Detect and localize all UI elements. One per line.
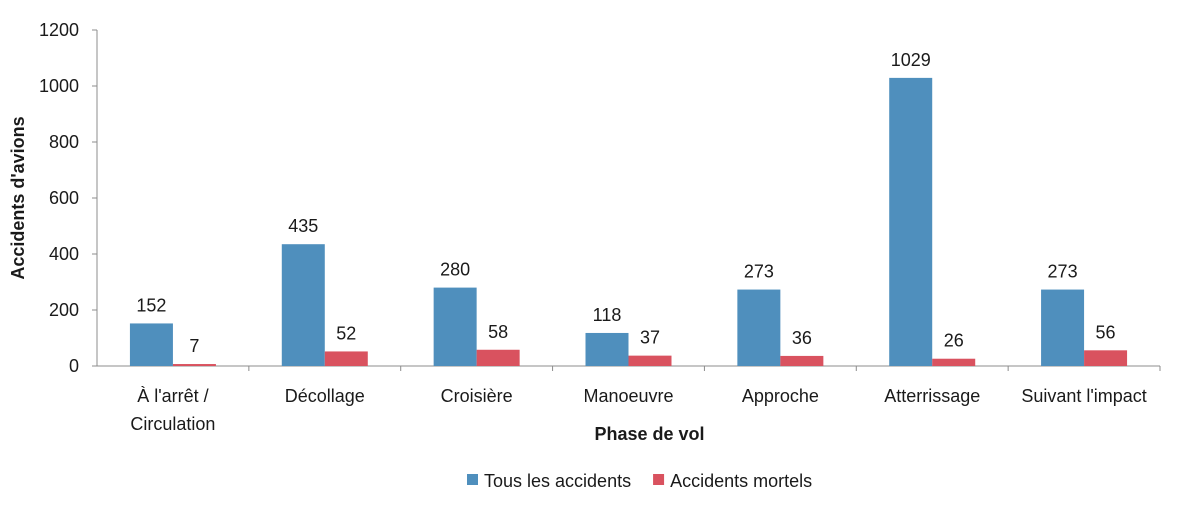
x-axis-title: Phase de vol — [594, 424, 704, 444]
x-tick-label: Circulation — [130, 414, 215, 434]
y-tick-label: 400 — [49, 244, 79, 264]
data-label: 1029 — [891, 50, 931, 70]
x-tick-label: Atterrissage — [884, 386, 980, 406]
x-tick-label: Approche — [742, 386, 819, 406]
data-label: 36 — [792, 328, 812, 348]
bar — [129, 323, 173, 366]
data-labels: 152 7 435 52 280 58 118 37 273 36 1029 26 273 56 — [136, 50, 1115, 356]
bar — [889, 77, 933, 366]
x-tick-labels: À l'arrêt / Circulation Décollage Croisière… — [130, 386, 1146, 434]
x-tick-label: Décollage — [285, 386, 365, 406]
y-tick-label: 600 — [49, 188, 79, 208]
legend-swatch — [653, 474, 665, 485]
data-label: 118 — [593, 305, 622, 325]
legend-swatch — [467, 474, 478, 485]
data-label: 280 — [440, 260, 470, 280]
x-tick-label: À l'arrêt / — [137, 386, 208, 406]
bars — [129, 77, 1128, 366]
bar — [281, 244, 325, 366]
bar — [1041, 289, 1085, 366]
data-label: 56 — [1096, 322, 1116, 342]
bar — [737, 289, 781, 366]
legend-label: Accidents mortels — [670, 471, 812, 491]
data-label: 273 — [1048, 262, 1078, 282]
legend: Tous les accidents Accidents mortels — [467, 471, 812, 491]
x-tick-label: Manoeuvre — [583, 386, 673, 406]
y-tick-label: 1200 — [39, 20, 79, 40]
x-tick-label: Croisière — [441, 386, 513, 406]
bar — [585, 332, 629, 366]
y-tick-label: 200 — [49, 300, 79, 320]
axes — [92, 29, 1161, 371]
data-label: 7 — [189, 336, 199, 356]
bar — [433, 287, 477, 366]
y-tick-label: 0 — [69, 356, 79, 376]
bar — [932, 358, 976, 366]
data-label: 37 — [640, 328, 660, 348]
data-label: 152 — [136, 295, 166, 315]
y-axis-title: Accidents d'avions — [8, 116, 28, 279]
bar — [1084, 350, 1128, 366]
x-tick-label: Suivant l'impact — [1021, 386, 1147, 406]
data-label: 435 — [288, 216, 318, 236]
bar — [324, 351, 368, 366]
bar — [172, 364, 216, 366]
data-label: 58 — [488, 322, 508, 342]
bar — [780, 355, 824, 366]
legend-label: Tous les accidents — [484, 471, 631, 491]
y-tick-labels: 0 200 400 600 800 1000 1200 — [39, 20, 79, 376]
bar — [628, 355, 672, 366]
data-label: 273 — [744, 262, 774, 282]
bar — [476, 349, 520, 366]
y-tick-label: 800 — [49, 132, 79, 152]
y-tick-label: 1000 — [39, 76, 79, 96]
data-label: 52 — [336, 323, 356, 343]
data-label: 26 — [944, 331, 964, 351]
